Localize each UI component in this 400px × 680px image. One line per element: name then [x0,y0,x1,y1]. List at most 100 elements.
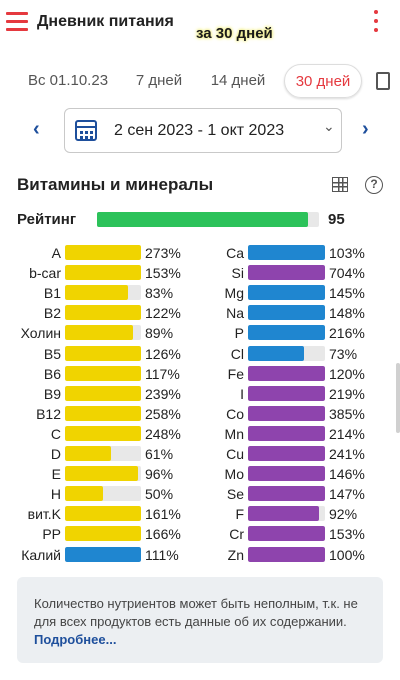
nutrient-name: Cu [226,446,244,462]
nutrient-percent: 50% [145,486,174,502]
nutrient-bar [248,325,325,340]
nutrient-bar-fill [248,245,325,260]
help-icon[interactable]: ? [365,176,383,194]
nutrient-bar-fill [248,386,325,401]
nutrient-bar-fill [248,547,325,562]
chevron-left-icon[interactable]: ‹ [33,118,40,140]
nutrient-percent: 100% [329,547,365,563]
nutrient-name: Холин [20,325,61,341]
period-overlay-label: за 30 дней [196,25,273,42]
nutrient-bar-fill [65,486,103,501]
nutrient-bar-fill [248,366,325,381]
nutrient-bar [248,446,325,461]
nutrient-bar [248,305,325,320]
nutrient-bar-fill [65,506,141,521]
nutrient-percent: 96% [145,466,174,482]
nutrient-percent: 239% [145,386,181,402]
nutrient-row: D 61% [0,445,400,463]
menu-icon[interactable] [6,12,28,32]
nutrient-bar-fill [65,245,141,260]
nutrient-name: Se [226,486,244,502]
nutrient-percent: 258% [145,406,181,422]
nutrient-row: b-car 153% [0,264,400,282]
nutrient-name: Mn [224,426,244,442]
nutrient-name: H [50,486,61,502]
date-range-picker[interactable]: 2 сен 2023 - 1 окт 2023 ⌄ [64,108,342,153]
nutrient-bar [65,446,141,461]
nutrient-bar [248,346,325,361]
nutrient-bar [248,547,325,562]
nutrient-row: A 273% [0,244,400,262]
nutrient-percent: 216% [329,325,365,341]
nutrient-bar [65,245,141,260]
nutrient-percent: 122% [145,305,181,321]
nutrient-bar [248,245,325,260]
nutrient-bar [248,406,325,421]
nutrient-percent: 126% [145,346,181,362]
nutrient-row: B1 83% [0,284,400,302]
nutrient-row: B6 117% [0,365,400,383]
nutrient-bar-fill [248,406,325,421]
nutrient-row: PP 166% [0,525,400,543]
nutrient-row: Si 704% [0,264,400,282]
chevron-right-icon[interactable]: › [362,118,369,140]
nutrient-bar-fill [248,285,325,300]
nutrient-percent: 117% [145,366,180,382]
period-tabs: Вс 01.10.23 7 дней 14 дней 30 дней [0,64,400,100]
nutrient-row: B5 126% [0,345,400,363]
nutrient-bar [65,506,141,521]
nutrient-percent: 73% [329,346,358,362]
nutrient-bar-fill [65,406,141,421]
scrollbar[interactable] [396,363,400,433]
nutrient-row: Cl 73% [0,345,400,363]
nutrient-percent: 153% [145,265,181,281]
nutrient-name: Cr [229,526,244,542]
nutrient-bar-fill [248,346,305,361]
nutrient-bar [65,366,141,381]
nutrient-name: P [234,325,244,341]
nutrient-percent: 83% [145,285,174,301]
nutrient-bar [248,426,325,441]
nutrient-percent: 111% [145,547,179,563]
table-icon[interactable] [332,177,348,192]
nutrient-name: Cl [230,346,244,362]
nutrient-name: вит.K [27,506,61,522]
nutrient-bar-fill [65,325,133,340]
nutrient-name: Mg [224,285,244,301]
nutrient-row: I 219% [0,385,400,403]
tab-7-days[interactable]: 7 дней [135,72,183,89]
nutrient-bar [65,285,141,300]
nutrient-percent: 89% [145,325,174,341]
nutrient-percent: 92% [329,506,358,522]
more-link[interactable]: Подробнее... [34,632,117,647]
nutrient-bar-fill [65,285,129,300]
nutrient-bar [65,406,141,421]
nutrient-bar [248,265,325,280]
document-icon[interactable] [376,72,390,90]
nutrient-bar [248,285,325,300]
nutrient-bar-fill [248,466,325,481]
nutrient-row: Mg 145% [0,284,400,302]
info-note: Количество нутриентов может быть неполны… [17,577,383,663]
nutrient-bar [248,506,325,521]
tab-14-days[interactable]: 14 дней [210,72,266,89]
nutrient-bar [248,526,325,541]
nutrient-row: Mo 146% [0,465,400,483]
more-vert-icon[interactable] [372,10,380,36]
nutrient-percent: 120% [329,366,365,382]
tab-day[interactable]: Вс 01.10.23 [27,72,109,89]
nutrient-row: Холин 89% [0,324,400,342]
nutrient-name: Калий [21,547,61,563]
nutrient-row: Mn 214% [0,425,400,443]
nutrient-row: Se 147% [0,485,400,503]
tab-30-days[interactable]: 30 дней [284,64,362,98]
nutrient-bar [248,366,325,381]
nutrient-percent: 273% [145,245,181,261]
nutrient-name: E [51,466,61,482]
note-text: Количество нутриентов может быть неполны… [34,596,358,629]
nutrient-percent: 704% [329,265,365,281]
nutrient-percent: 145% [329,285,365,301]
nutrient-bar-fill [65,366,141,381]
nutrient-name: Si [231,265,244,281]
nutrient-percent: 161% [145,506,181,522]
